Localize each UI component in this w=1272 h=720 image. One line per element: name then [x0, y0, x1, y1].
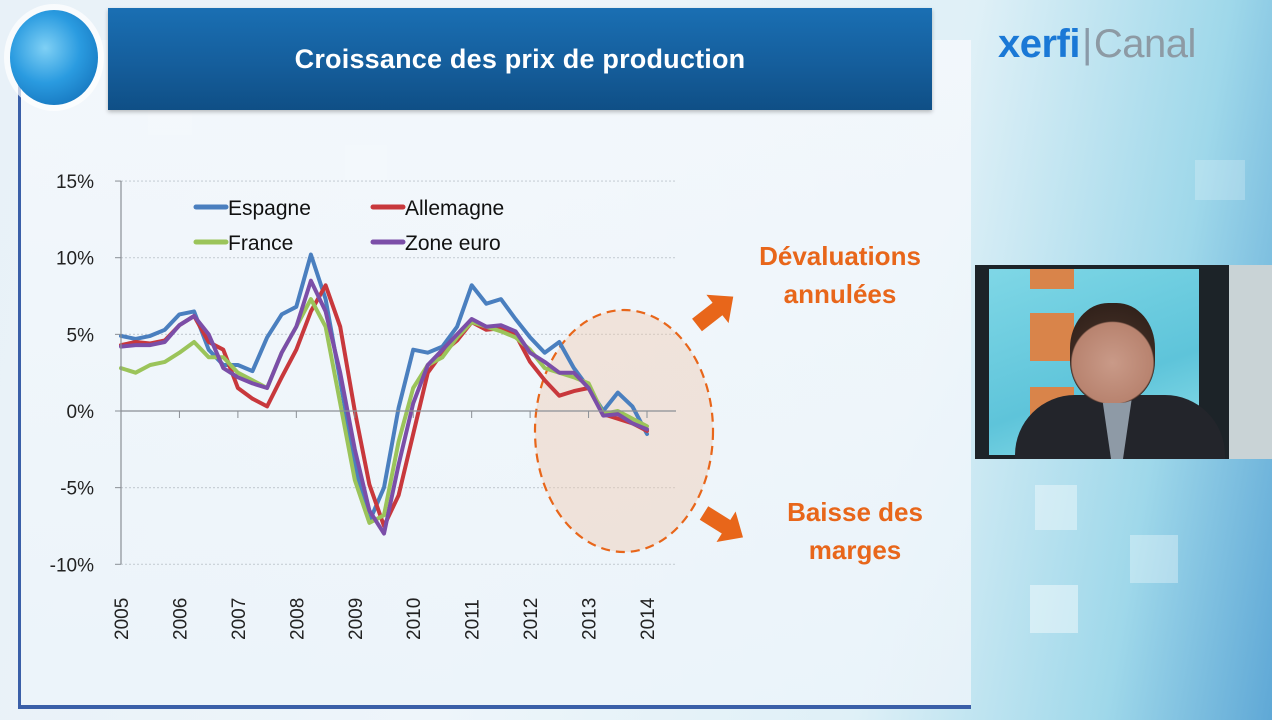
legend-label: Zone euro	[405, 232, 501, 255]
annotation-bottom-line2: marges	[808, 535, 902, 565]
annotation-top-line2: annulées	[783, 279, 897, 309]
x-tick-label: 2005	[112, 598, 133, 640]
slide-panel	[18, 40, 971, 709]
globe-logo-icon	[10, 10, 98, 105]
legend-label: France	[228, 232, 293, 255]
series-line-espagne	[119, 252, 649, 524]
y-tick-label: 5%	[67, 325, 95, 346]
chart-axes: 15% 10% 5% 0% -5% -10% 2005 2006 2007 2008 2009 201…	[50, 172, 676, 640]
video-backdrop-block	[1030, 313, 1074, 361]
annotation-devaluations: Dévaluations annulées	[735, 237, 945, 313]
annotation-arrows	[692, 294, 744, 543]
y-tick-label: 10%	[56, 249, 94, 270]
legend-label: Allemagne	[405, 197, 504, 220]
x-tick-label: 2009	[346, 598, 367, 640]
chart-series	[119, 252, 649, 536]
x-tick-label: 2014	[638, 597, 659, 640]
background-decoration	[1035, 485, 1077, 530]
x-tick-label: 2006	[170, 598, 191, 640]
y-tick-label: 0%	[67, 402, 95, 423]
annotation-bottom-line1: Baisse des	[787, 497, 923, 527]
legend-label: Espagne	[228, 197, 311, 220]
y-tick-label: -10%	[50, 555, 94, 576]
background-decoration	[1030, 585, 1078, 633]
y-tick-label: 15%	[56, 172, 94, 193]
annotation-baisse-marges: Baisse des marges	[755, 493, 955, 569]
video-wall	[1229, 265, 1272, 459]
highlight-ellipse	[533, 308, 715, 554]
annotation-top-line1: Dévaluations	[759, 241, 921, 271]
series-line-zone-euro	[119, 278, 649, 536]
brand-primary: xerfi	[998, 22, 1081, 66]
presenter-video-inset	[975, 265, 1272, 459]
title-bar: Croissance des prix de production	[108, 8, 932, 110]
presenter-head	[1070, 303, 1155, 403]
background-decoration	[1130, 535, 1178, 583]
brand-separator: |	[1082, 22, 1092, 66]
brand-secondary: Canal	[1093, 22, 1197, 66]
page-title: Croissance des prix de production	[294, 43, 746, 74]
x-tick-label: 2010	[404, 598, 425, 640]
arrow-down-right-icon	[699, 506, 744, 543]
chart-legend: Espagne Allemagne France Zone euro	[193, 197, 504, 255]
x-tick-label: 2012	[521, 598, 542, 640]
video-backdrop-block	[1030, 269, 1074, 289]
x-tick-label: 2011	[463, 599, 484, 640]
y-tick-label: -5%	[60, 479, 94, 500]
background-decoration	[1195, 160, 1245, 200]
x-tick-label: 2013	[580, 598, 601, 640]
x-tick-label: 2008	[287, 598, 308, 640]
brand-logo: xerfi|Canal	[998, 22, 1196, 67]
arrow-up-right-icon	[692, 294, 734, 332]
x-tick-label: 2007	[229, 598, 250, 640]
